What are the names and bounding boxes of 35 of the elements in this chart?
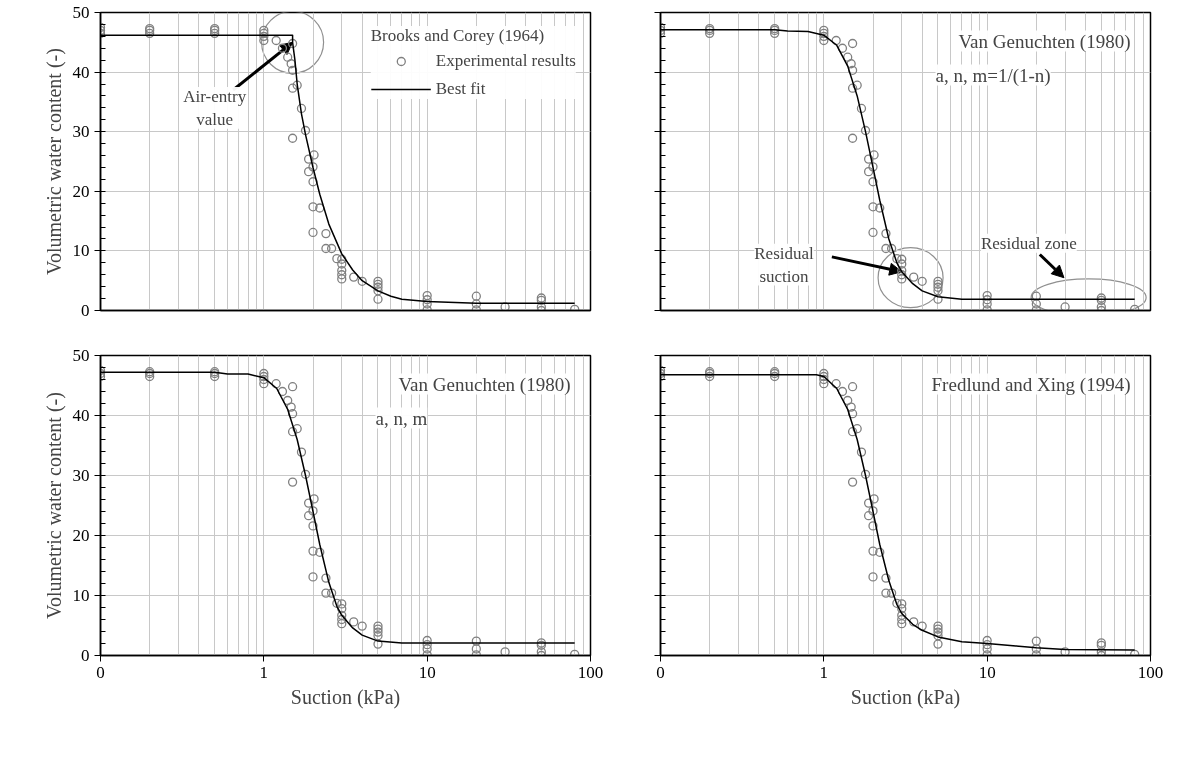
x-axis-title: Suction (kPa) bbox=[850, 685, 961, 709]
y-tick-label: 50 bbox=[72, 3, 90, 22]
x-tick-label: 0 bbox=[96, 662, 105, 682]
annotation: Residual suction bbox=[754, 243, 815, 286]
y-tick-label: 10 bbox=[72, 586, 90, 605]
x-tick-label: 1 bbox=[819, 662, 829, 682]
x-tick-label: 10 bbox=[418, 662, 436, 682]
x-tick-label: 100 bbox=[1137, 662, 1164, 682]
text: a, n, m bbox=[375, 407, 428, 429]
text: Fredlund and Xing (1994) bbox=[931, 373, 1131, 396]
y-tick-label: 10 bbox=[72, 241, 90, 261]
y-tick-label: 20 bbox=[72, 526, 90, 545]
x-tick-label: 0 bbox=[656, 662, 665, 682]
text: Van Genuchten (1980) bbox=[398, 373, 571, 396]
legend-label: Best fit bbox=[435, 79, 486, 99]
y-axis-title: Volumetric water content (-) bbox=[42, 392, 66, 619]
x-tick-label: 100 bbox=[577, 662, 604, 682]
text: a, n, m=1/(1-n) bbox=[935, 64, 1051, 87]
annotation: Residual zone bbox=[980, 233, 1077, 253]
y-tick-label: 50 bbox=[72, 346, 90, 365]
annotation: Air-entry value bbox=[183, 86, 247, 129]
text: Van Genuchten (1980) bbox=[958, 30, 1131, 53]
legend-label: Experimental results bbox=[435, 51, 576, 71]
y-tick-label: 0 bbox=[81, 646, 90, 665]
y-tick-label: 20 bbox=[72, 181, 90, 201]
y-tick-label: 40 bbox=[72, 62, 90, 82]
text: Brooks and Corey (1964) bbox=[370, 26, 546, 46]
y-axis-title: Volumetric water content (-) bbox=[42, 48, 66, 275]
x-tick-label: 10 bbox=[978, 662, 996, 682]
y-tick-label: 30 bbox=[72, 122, 90, 142]
x-axis-title: Suction (kPa) bbox=[290, 685, 401, 709]
y-tick-label: 0 bbox=[81, 301, 90, 320]
x-tick-label: 1 bbox=[259, 662, 269, 682]
y-tick-label: 30 bbox=[72, 466, 90, 485]
y-tick-label: 40 bbox=[72, 406, 90, 425]
